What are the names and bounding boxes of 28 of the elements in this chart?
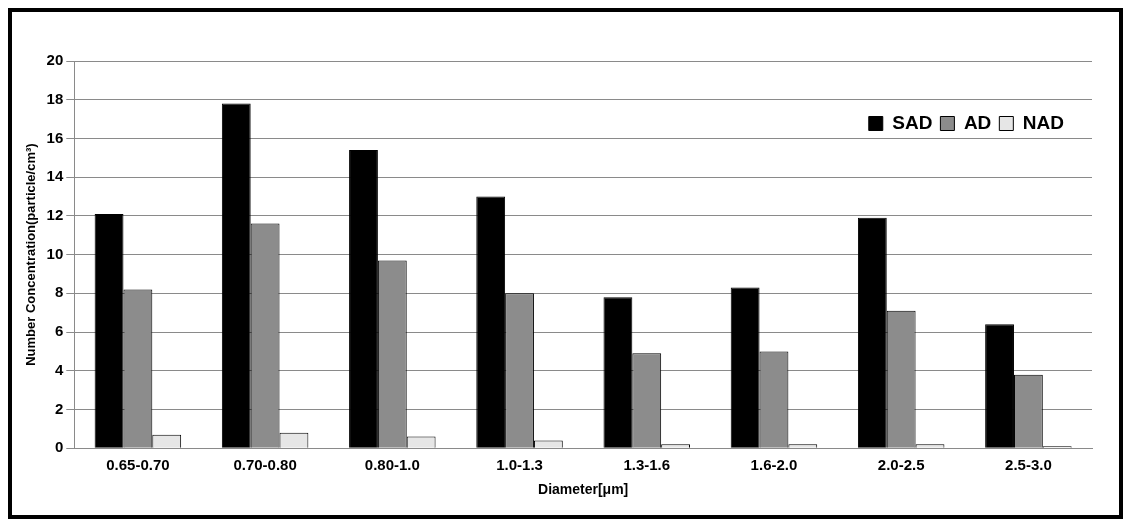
- y-tick-label: 20: [46, 51, 64, 69]
- x-tick-label: 0.65-0.70: [106, 456, 170, 474]
- x-tick-label: 1.3-1.6: [623, 456, 671, 474]
- x-tick-label: 1.0-1.3: [496, 456, 543, 474]
- x-tick-label: 2.0-2.5: [877, 456, 925, 474]
- bar: [94, 213, 124, 448]
- y-tick-label: 4: [54, 360, 64, 378]
- y-tick-label: 10: [46, 244, 64, 262]
- y-tick-label: 0: [54, 438, 64, 456]
- y-axis-title: Number Concentration(particle/cm³): [23, 143, 39, 366]
- y-tick-label: 14: [46, 167, 64, 185]
- y-tick-label: 6: [54, 322, 64, 340]
- x-tick-label: 0.70-0.80: [233, 456, 297, 474]
- x-tick-label: 0.80-1.0: [364, 456, 420, 474]
- legend-label: NAD: [1022, 111, 1065, 133]
- x-tick-label: 1.6-2.0: [750, 456, 798, 474]
- y-tick-label: 18: [46, 89, 64, 107]
- y-tick-label: 2: [54, 399, 64, 417]
- legend-label: AD: [963, 111, 992, 133]
- y-tick-label: 12: [46, 206, 64, 224]
- y-tick-label: 16: [46, 128, 64, 146]
- bar: [603, 297, 633, 448]
- bar: [349, 150, 378, 448]
- x-axis-title: Diameter[μm]: [538, 481, 629, 498]
- y-tick-label: 8: [54, 283, 64, 301]
- legend-label: SAD: [892, 111, 933, 133]
- x-tick-label: 2.5-3.0: [1005, 456, 1052, 474]
- bar: [476, 196, 506, 448]
